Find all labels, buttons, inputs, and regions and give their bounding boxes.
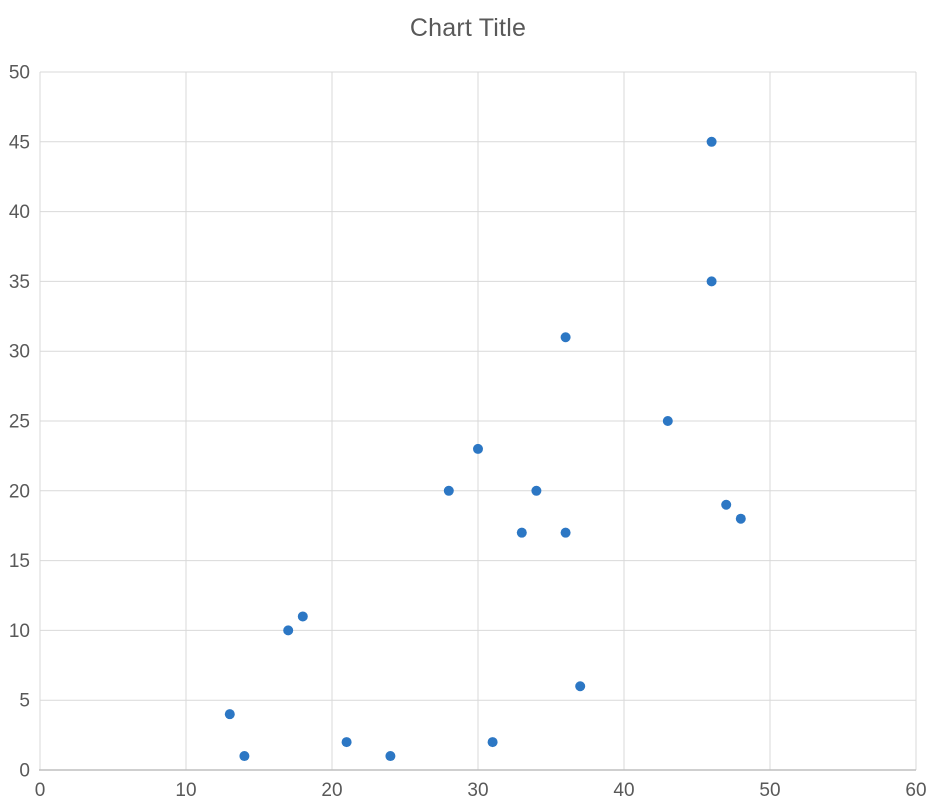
x-axis-tick-label: 0 — [35, 780, 46, 801]
data-point — [706, 136, 717, 147]
y-axis-tick-label: 25 — [9, 412, 30, 433]
data-point — [721, 499, 732, 510]
y-axis-tick-label: 5 — [19, 691, 30, 712]
data-point — [735, 513, 746, 524]
data-point — [443, 485, 454, 496]
x-axis-tick-label: 20 — [321, 780, 342, 801]
y-axis-tick-label: 15 — [9, 551, 30, 572]
y-axis-tick-label: 40 — [9, 202, 30, 223]
data-point — [473, 443, 483, 454]
data-point — [224, 709, 235, 720]
data-point — [662, 416, 673, 426]
data-point — [239, 751, 250, 762]
data-point — [560, 332, 571, 343]
x-axis-tick-label: 40 — [613, 780, 634, 801]
data-point — [531, 485, 542, 496]
data-point — [575, 681, 586, 692]
data-point — [516, 527, 527, 538]
x-axis-tick-label: 30 — [467, 780, 488, 801]
x-axis-tick-label: 10 — [175, 780, 196, 801]
y-axis-tick-label: 10 — [9, 621, 30, 642]
y-axis-tick-label: 30 — [9, 342, 30, 363]
y-axis-tick-label: 50 — [9, 63, 30, 84]
data-point — [385, 751, 396, 762]
data-point — [487, 737, 498, 748]
data-point — [560, 527, 571, 538]
data-point — [706, 276, 717, 287]
y-axis-tick-label: 45 — [9, 132, 30, 153]
y-axis-tick-label: 0 — [19, 761, 30, 782]
data-point — [283, 625, 294, 636]
x-axis-tick-label: 60 — [905, 780, 926, 801]
chart-title: Chart Title — [409, 14, 527, 42]
data-point — [297, 611, 308, 622]
y-axis-tick-label: 35 — [9, 272, 30, 293]
y-axis-tick-label: 20 — [9, 481, 30, 502]
data-point — [341, 737, 352, 748]
x-axis-tick-label: 50 — [759, 780, 780, 801]
